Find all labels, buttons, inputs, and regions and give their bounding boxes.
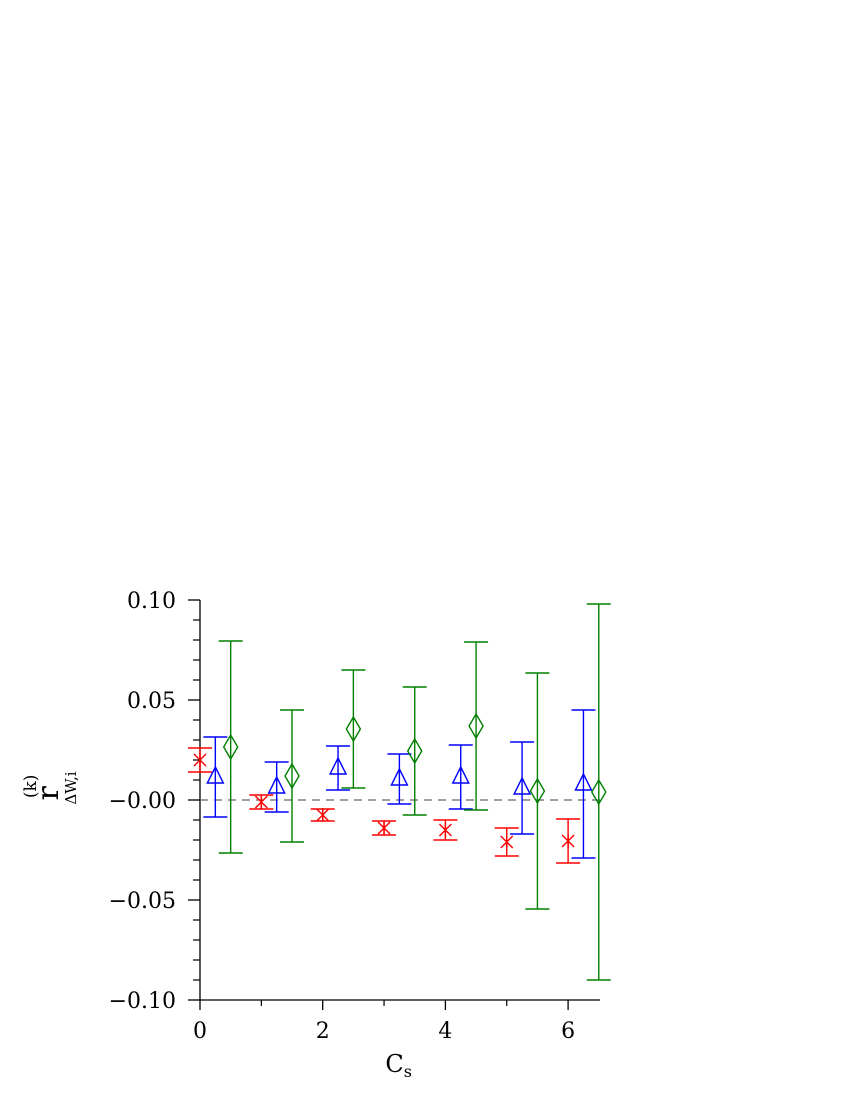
x-label-sub: s (404, 1062, 412, 1081)
error-bar (264, 761, 289, 813)
error-bar (341, 669, 366, 789)
diamond-marker (406, 737, 423, 765)
y-label-sub: ΔW,i (62, 771, 80, 804)
triangle-marker (267, 775, 286, 794)
error-bar (218, 640, 243, 854)
error-bar (571, 709, 596, 859)
diamond-marker (345, 715, 362, 743)
error-bar (326, 745, 351, 791)
triangle-marker (206, 765, 225, 784)
diamond-marker (529, 777, 546, 805)
y-tick-label: 0.10 (127, 589, 176, 614)
x-tick-label: 6 (561, 1019, 575, 1044)
x-axis-label: Cs (385, 1050, 412, 1081)
asterisk-marker (561, 834, 575, 848)
x-tick-label: 0 (193, 1019, 207, 1044)
error-bar (448, 744, 473, 810)
error-bar (280, 709, 305, 843)
y-label-main: r (31, 786, 66, 801)
triangle-marker (451, 765, 470, 784)
error-bar (464, 641, 489, 811)
y-tick-label: −0.10 (109, 989, 176, 1014)
triangle-marker (390, 767, 409, 786)
asterisk-marker (193, 753, 207, 767)
error-bar (402, 686, 427, 816)
diamond-marker (590, 778, 607, 806)
diamond-marker (222, 733, 239, 761)
y-tick-label: −0.05 (109, 889, 176, 914)
diamond-marker (284, 762, 300, 790)
error-bar (525, 672, 550, 910)
error-bar (510, 741, 535, 835)
y-tick-label: −0.00 (109, 789, 176, 814)
y-tick-label: 0.05 (127, 689, 176, 714)
y-label-sup: (k) (21, 775, 41, 799)
triangle-marker (512, 776, 532, 795)
triangle-marker (328, 756, 348, 775)
x-label-main: C (385, 1050, 403, 1078)
triangle-marker (574, 772, 593, 791)
y-axis-label: r(k) ΔW,i (21, 771, 80, 804)
diamond-marker (468, 712, 484, 740)
asterisk-marker (316, 808, 330, 822)
x-tick-label: 4 (438, 1019, 452, 1044)
asterisk-marker (254, 795, 268, 809)
error-bar (203, 736, 228, 818)
x-tick-label: 2 (316, 1019, 330, 1044)
asterisk-marker (500, 835, 514, 849)
error-bar (586, 603, 611, 981)
asterisk-marker (377, 821, 391, 835)
asterisk-marker (438, 823, 452, 837)
error-bar (387, 753, 412, 805)
